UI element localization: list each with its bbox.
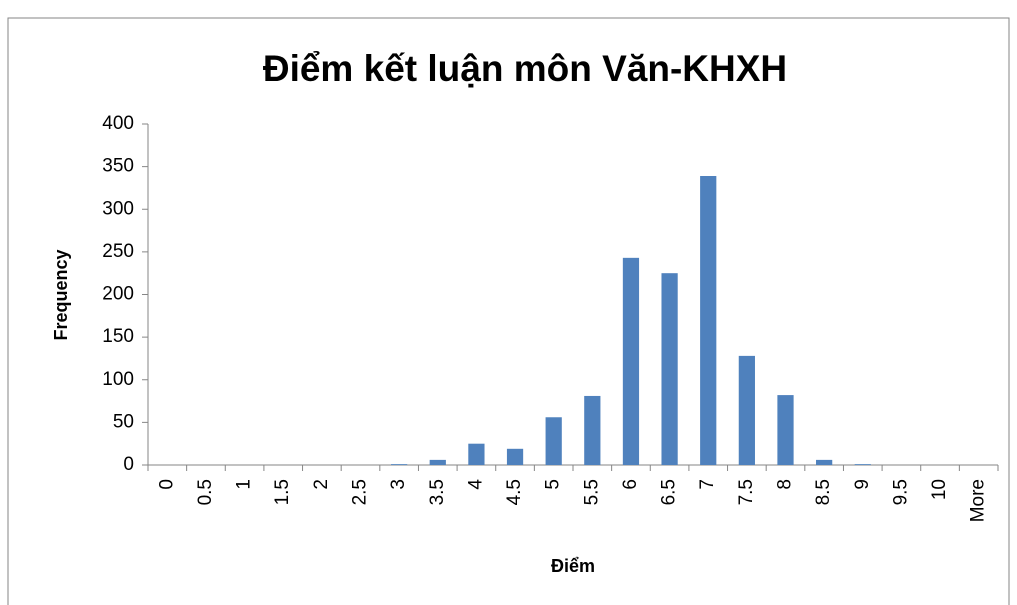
x-tick-label: 1.5 [272, 479, 293, 505]
y-tick-label: 300 [102, 198, 134, 219]
x-tick-label: 2.5 [350, 479, 371, 505]
bar [738, 355, 755, 465]
x-tick-label: 7.5 [736, 479, 757, 505]
bar [391, 464, 408, 465]
y-tick-label: 400 [102, 113, 134, 134]
y-tick-label: 50 [113, 411, 134, 432]
bar [429, 459, 446, 465]
y-tick-label: 0 [123, 454, 134, 475]
chart-title: Điểm kết luận môn Văn-KHXH [263, 48, 787, 89]
chart-border [7, 17, 1010, 605]
x-tick-label: 7 [697, 479, 718, 490]
x-tick-label: 5.5 [581, 479, 602, 505]
bar [816, 459, 833, 465]
x-tick-label: 1 [234, 479, 255, 490]
x-tick-label: 8.5 [813, 479, 834, 505]
bar [777, 395, 794, 465]
x-tick-label: 8 [775, 479, 796, 490]
bar [545, 417, 562, 465]
x-tick-label: 4.5 [504, 479, 525, 505]
x-axis-label: Điểm [551, 556, 595, 576]
y-tick-label: 250 [102, 241, 134, 262]
x-tick-label: 0.5 [195, 479, 216, 505]
bar [468, 443, 485, 465]
x-tick-label: 3 [388, 479, 409, 490]
bar [700, 176, 717, 465]
bar [584, 395, 601, 465]
x-tick-label: 0 [156, 479, 177, 490]
bar [622, 257, 640, 465]
x-tick-label: 5 [543, 479, 564, 490]
y-axis-label: Frequency [51, 249, 71, 340]
y-tick-label: 150 [102, 326, 134, 347]
x-tick-label: 9.5 [890, 479, 911, 505]
x-tick-label: More [968, 479, 989, 522]
bar [506, 448, 524, 465]
x-tick-label: 9 [852, 479, 873, 490]
y-tick-label: 100 [102, 369, 134, 390]
x-tick-label: 10 [929, 479, 950, 500]
x-tick-label: 6 [620, 479, 641, 490]
bar [854, 464, 871, 465]
y-tick-label: 350 [102, 156, 134, 177]
x-tick-label: 3.5 [427, 479, 448, 505]
x-tick-label: 6.5 [659, 479, 680, 505]
x-tick-label: 4 [465, 479, 486, 490]
y-tick-label: 200 [102, 284, 134, 305]
x-tick-label: 2 [311, 479, 332, 490]
bar [661, 273, 678, 465]
